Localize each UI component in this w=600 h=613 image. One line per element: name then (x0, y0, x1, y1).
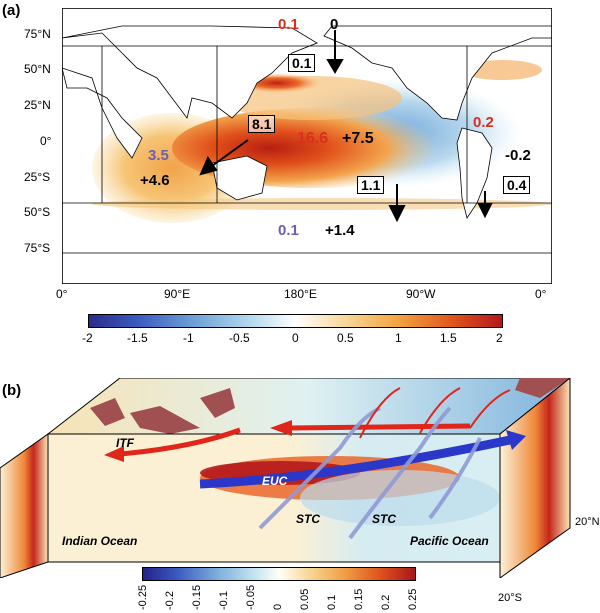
annotation-atlantic-black: -0.2 (505, 147, 531, 164)
lat-label-20n: 20°N (575, 516, 600, 528)
colorbar-b-tick: 0.2 (380, 595, 392, 610)
annotation-south-black: +1.4 (325, 222, 355, 239)
stc-paths (258, 406, 482, 540)
left-section (0, 433, 49, 578)
annotation-box-indo: 8.1 (248, 115, 276, 133)
lon-label-90w: 90°W (406, 287, 436, 301)
right-section (499, 378, 571, 578)
lon-label-180e: 180°E (284, 287, 317, 301)
itf-label: ITF (116, 436, 134, 450)
itf-arrow (104, 427, 241, 462)
colorbar-a (88, 314, 503, 328)
colorbar-a-tick: 2 (496, 331, 503, 345)
colorbar-b-tick: -0.15 (191, 585, 203, 610)
colorbar-a-tick: 0.5 (337, 331, 354, 345)
colorbar-b-tick: 0.1 (326, 595, 338, 610)
global-map (62, 8, 552, 284)
annotation-indian-black: +4.6 (140, 172, 170, 189)
colorbar-b-tick: -0.2 (164, 591, 176, 610)
colorbar-b (142, 567, 416, 581)
panel-a-label: (a) (2, 2, 21, 19)
stc-label-left: STC (296, 512, 320, 526)
colorbar-a-tick: -0.5 (229, 331, 250, 345)
colorbar-a-tick: -1 (183, 331, 194, 345)
continents (62, 25, 552, 284)
lat-label-0: 0° (40, 134, 52, 148)
lat-label-75n: 75°N (24, 27, 51, 41)
colorbar-b-tick: -0.05 (245, 585, 257, 610)
colorbar-b-tick: -0.1 (218, 591, 230, 610)
colorbar-b-tick: 0.05 (299, 589, 311, 610)
annotation-box-south-atl: 0.4 (503, 176, 531, 194)
lat-label-50s: 50°S (24, 205, 51, 219)
colorbar-b-tick: 0.15 (353, 589, 365, 610)
colorbar-b-ticks: -0.25 -0.2 -0.15 -0.1 -0.05 0 0.05 0.1 0… (137, 585, 419, 610)
lon-label-0-right: 0° (535, 287, 547, 301)
lat-label-25s: 25°S (24, 170, 51, 184)
surface-current-arrow (270, 420, 471, 436)
subduction-loops (359, 387, 511, 439)
lat-label-20s: 20°S (498, 592, 522, 604)
lat-label-25n: 25°N (24, 98, 51, 112)
lon-label-0-left: 0° (56, 287, 68, 301)
panel-b-label: (b) (2, 382, 22, 399)
lon-label-90e: 90°E (164, 287, 191, 301)
annotation-pacific-red: 16.6 (297, 130, 329, 147)
annotation-top-red: 0.1 (278, 16, 299, 33)
transport-arrows (199, 30, 493, 223)
colorbar-a-tick: 0 (292, 331, 299, 345)
colorbar-a-tick: 1.5 (440, 331, 457, 345)
annotation-box-north: 0.1 (288, 54, 316, 72)
colorbar-b-tick: -0.25 (137, 585, 149, 610)
indian-ocean-label: Indian Ocean (62, 534, 138, 548)
annotation-atlantic-red: 0.2 (473, 114, 494, 131)
annotation-south-blue: 0.1 (278, 222, 299, 239)
stc-label-right: STC (372, 512, 396, 526)
euc-label: EUC (262, 474, 288, 488)
ocean-3d-block (0, 378, 571, 578)
annotation-indian-blue: 3.5 (148, 147, 169, 164)
colorbar-a-tick: 1 (395, 331, 402, 345)
euc-arrow (199, 430, 526, 489)
pacific-ocean-label: Pacific Ocean (410, 534, 489, 548)
annotation-top-black: 0 (330, 16, 339, 33)
colorbar-a-tick: -2 (82, 331, 93, 345)
colorbar-a-tick: -1.5 (127, 331, 148, 345)
lat-label-75s: 75°S (24, 241, 51, 255)
annotation-pacific-black: +7.5 (342, 130, 374, 147)
colorbar-b-tick: 0.25 (407, 589, 419, 610)
lat-label-50n: 50°N (24, 62, 51, 76)
colorbar-b-tick: 0 (272, 604, 284, 610)
annotation-box-south-pac: 1.1 (357, 176, 385, 194)
